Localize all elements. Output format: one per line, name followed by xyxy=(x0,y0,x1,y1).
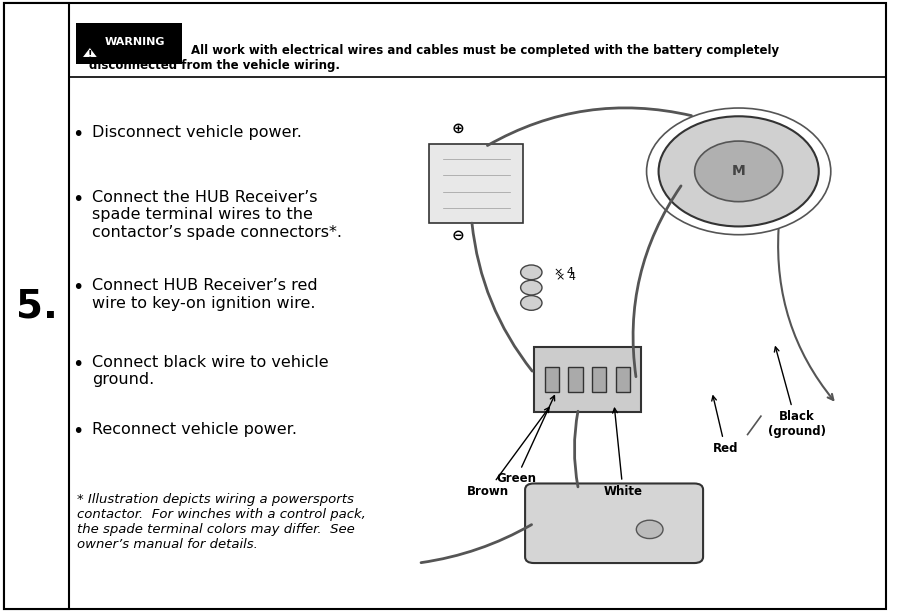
Text: •: • xyxy=(72,422,83,441)
Circle shape xyxy=(636,520,663,539)
Polygon shape xyxy=(82,47,98,58)
Text: WARNING: WARNING xyxy=(105,37,165,47)
FancyBboxPatch shape xyxy=(5,3,886,609)
Circle shape xyxy=(695,141,783,202)
Text: ⊕: ⊕ xyxy=(452,121,465,136)
Text: •: • xyxy=(72,278,83,297)
Text: × 4: × 4 xyxy=(556,272,576,282)
FancyBboxPatch shape xyxy=(75,23,183,64)
Circle shape xyxy=(521,296,542,310)
Text: •: • xyxy=(72,190,83,209)
Circle shape xyxy=(521,280,542,295)
FancyBboxPatch shape xyxy=(568,367,583,392)
Text: •: • xyxy=(72,125,83,144)
FancyBboxPatch shape xyxy=(616,367,630,392)
FancyBboxPatch shape xyxy=(5,3,69,609)
FancyBboxPatch shape xyxy=(429,144,523,223)
Text: Connect HUB Receiver’s red
wire to key-on ignition wire.: Connect HUB Receiver’s red wire to key-o… xyxy=(92,278,317,311)
Text: M: M xyxy=(732,165,745,178)
FancyBboxPatch shape xyxy=(592,367,607,392)
FancyBboxPatch shape xyxy=(534,348,641,412)
Text: × 4: × 4 xyxy=(553,267,573,277)
Text: Red: Red xyxy=(711,396,738,455)
Text: ⊖: ⊖ xyxy=(452,228,465,243)
Text: Brown: Brown xyxy=(467,408,550,498)
FancyBboxPatch shape xyxy=(525,483,703,563)
Circle shape xyxy=(659,116,819,226)
Circle shape xyxy=(521,265,542,280)
Text: White: White xyxy=(604,408,642,498)
Text: Reconnect vehicle power.: Reconnect vehicle power. xyxy=(92,422,297,438)
Text: Connect black wire to vehicle
ground.: Connect black wire to vehicle ground. xyxy=(92,355,328,387)
Text: * Illustration depicts wiring a powersports
contactor.  For winches with a contr: * Illustration depicts wiring a powerspo… xyxy=(77,493,367,551)
FancyBboxPatch shape xyxy=(545,367,559,392)
Text: 5.: 5. xyxy=(16,287,57,325)
Text: !: ! xyxy=(87,50,92,60)
Text: Disconnect vehicle power.: Disconnect vehicle power. xyxy=(92,125,301,141)
Text: disconnected from the vehicle wiring.: disconnected from the vehicle wiring. xyxy=(89,59,340,72)
Text: All work with electrical wires and cables must be completed with the battery com: All work with electrical wires and cable… xyxy=(191,43,779,57)
Text: Green: Green xyxy=(496,395,554,485)
Text: Black
(ground): Black (ground) xyxy=(767,347,825,438)
Text: Connect the HUB Receiver’s
spade terminal wires to the
contactor’s spade connect: Connect the HUB Receiver’s spade termina… xyxy=(92,190,342,239)
Text: •: • xyxy=(72,355,83,374)
